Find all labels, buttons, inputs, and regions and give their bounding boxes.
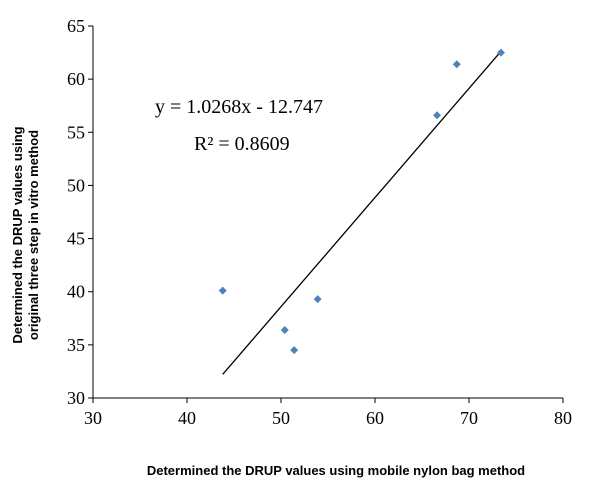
data-point xyxy=(496,48,505,57)
r-squared-label: R² = 0.8609 xyxy=(194,133,290,155)
x-tick-label: 70 xyxy=(460,408,478,428)
y-axis-title: Determined the DRUP values using origina… xyxy=(10,126,41,343)
trendline xyxy=(222,50,502,375)
y-tick-label: 55 xyxy=(67,122,85,142)
data-point xyxy=(452,60,461,69)
x-tick-label: 80 xyxy=(554,408,572,428)
x-tick-label: 50 xyxy=(272,408,290,428)
y-axis-title-line-1: Determined the DRUP values using xyxy=(10,126,25,343)
data-point xyxy=(280,325,289,334)
y-axis-title-line-2: original three step in vitro method xyxy=(26,130,41,340)
data-point xyxy=(218,286,227,295)
y-tick-label: 40 xyxy=(67,282,85,302)
data-point xyxy=(290,346,299,355)
y-tick-label: 30 xyxy=(67,388,85,408)
x-tick-label: 60 xyxy=(366,408,384,428)
y-tick-label: 35 xyxy=(67,335,85,355)
x-tick-label: 40 xyxy=(178,408,196,428)
trendline-equation: y = 1.0268x - 12.747 xyxy=(155,96,323,118)
x-axis-ticks: 30 40 50 60 70 80 xyxy=(84,398,572,428)
x-tick-label: 30 xyxy=(84,408,102,428)
data-point xyxy=(313,295,322,304)
y-axis-ticks: 30 35 40 45 50 55 60 65 xyxy=(67,16,93,408)
data-points xyxy=(218,48,505,355)
y-tick-label: 45 xyxy=(67,229,85,249)
x-axis-title: Determined the DRUP values using mobile … xyxy=(147,463,525,478)
data-point xyxy=(433,111,442,120)
y-tick-label: 50 xyxy=(67,175,85,195)
y-tick-label: 60 xyxy=(67,69,85,89)
y-tick-label: 65 xyxy=(67,16,85,36)
